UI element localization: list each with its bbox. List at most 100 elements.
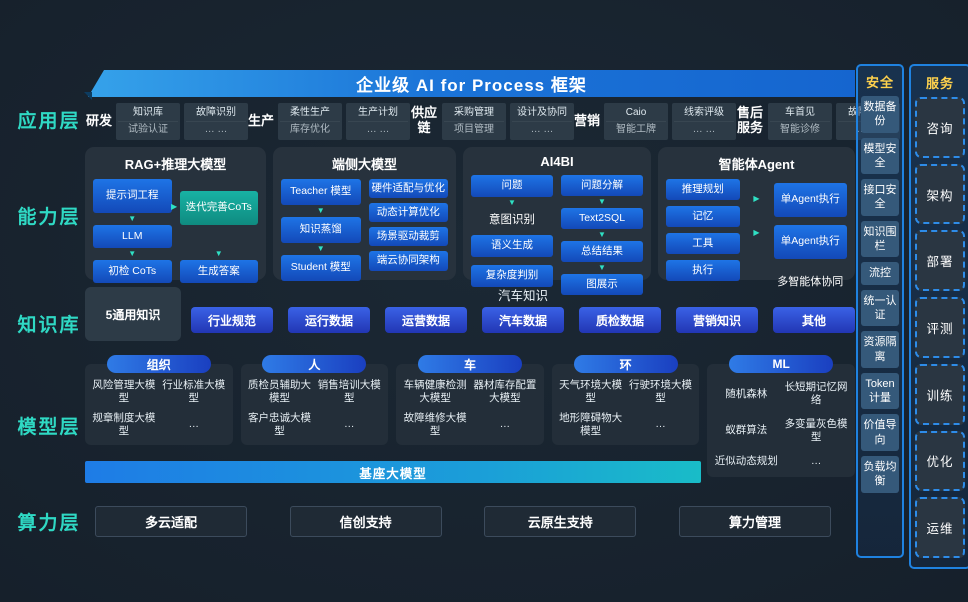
app-group-production: 生产 柔性生产 库存优化 生产计划 … … xyxy=(248,102,411,140)
security-title: 安全 xyxy=(865,75,894,90)
base-model-bar: 基座大模型 xyxy=(85,461,701,483)
flow-node: 硬件适配与优化 xyxy=(368,179,448,199)
model-item: … xyxy=(655,418,666,431)
model-layer-region: 组织 风险管理大模型 行业标准大模型 规章制度大模型 … 人 质检员辅助大模型 … xyxy=(85,355,855,485)
app-item: 知识库 试验认证 xyxy=(116,102,181,140)
arrow-down-icon xyxy=(561,196,643,208)
flow-node: 图展示 xyxy=(561,274,643,295)
layer-label-knowledge: 知识库 xyxy=(17,315,81,336)
model-item: 近似动态规划 xyxy=(714,454,778,467)
model-item: … xyxy=(188,418,199,431)
flow-node: 执行 xyxy=(666,260,740,281)
flow-node: 迭代完善CoTs xyxy=(179,191,258,225)
model-item: 行业标准大模型 xyxy=(162,379,226,405)
arrow-down-icon xyxy=(93,213,172,225)
capability-layer-row: RAG+推理大模型 提示词工程 LLM 初检 CoTs 迭代完善CoTs 生成答… xyxy=(85,147,855,295)
layer-label-model: 模型层 xyxy=(17,417,81,438)
arrow-down-icon xyxy=(561,262,643,274)
security-item: 流控 xyxy=(861,262,899,285)
app-item: Caio 智能工牌 xyxy=(604,102,669,140)
flow-node: 初检 CoTs xyxy=(93,260,172,283)
panel-edge-model: 端侧大模型 Teacher 模型 知识蒸馏 Student 模型 硬件适配与优化… xyxy=(273,147,456,281)
security-item: 负载均衡 xyxy=(861,456,899,493)
arrow-down-icon xyxy=(93,248,172,260)
flow-node: 提示词工程 xyxy=(93,179,172,213)
banner: 企业级 AI for Process 框架 xyxy=(88,70,855,97)
flow-node: Teacher 模型 xyxy=(281,179,361,205)
security-item: Token计量 xyxy=(861,372,899,410)
model-item: 多变量灰色模型 xyxy=(784,417,848,444)
security-item: 资源隔离 xyxy=(861,331,899,368)
app-group-label: 售后服务 xyxy=(737,105,764,135)
model-column-environment: 环 天气环境大模型 行驶环境大模型 地形障碍物大模型 … xyxy=(551,355,700,477)
knowledge-item: 运行数据 xyxy=(288,307,370,333)
flow-node: 问题分解 xyxy=(561,175,643,196)
service-item: 架构 xyxy=(915,163,965,225)
panel-ai4bi: AI4BI 问题 意图识别 语义生成 复杂度判别 问题分解 Text2SQL 总… xyxy=(463,147,651,295)
app-item: 采购管理 项目管理 xyxy=(442,102,507,140)
app-group-supplychain: 供应链 采购管理 项目管理 设计及协同 … … xyxy=(410,102,575,140)
app-group-label: 供应链 xyxy=(411,105,438,135)
flow-node: 工具 xyxy=(666,233,740,254)
banner-fold-decoration xyxy=(84,92,92,100)
knowledge-item: 行业规范 xyxy=(191,307,273,333)
flow-node: 知识蒸馏 xyxy=(281,217,361,243)
banner-title: 企业级 AI for Process 框架 xyxy=(356,76,587,95)
compute-item: 信创支持 xyxy=(289,506,442,537)
model-item: … xyxy=(810,454,822,467)
flow-node: 总结结果 xyxy=(561,241,643,262)
flow-node: 语义生成 xyxy=(471,235,553,257)
flow-node: 记忆 xyxy=(666,206,740,227)
application-layer-row: 研发 知识库 试验认证 故障识别 … … 生产 柔性生产 库存优化 生产计划 …… xyxy=(86,99,901,143)
model-column-vehicle: 车 车辆健康检测大模型 器材库存配置大模型 故障维修大模型 … xyxy=(396,355,544,477)
service-item: 优化 xyxy=(915,430,965,492)
model-pill: 人 xyxy=(262,355,367,373)
layer-label-compute: 算力层 xyxy=(17,513,81,534)
knowledge-item: 其他 xyxy=(773,307,855,333)
model-item: 蚁群算法 xyxy=(725,424,768,437)
security-item: 价值导向 xyxy=(861,414,899,452)
flow-node: 端云协同架构 xyxy=(368,251,448,271)
model-item: 天气环境大模型 xyxy=(559,379,623,405)
panel-agent: 智能体Agent 推理规划 记忆 工具 执行 单Agent执行 单Agent执行… xyxy=(658,147,855,288)
knowledge-domain-title: 汽车知识 xyxy=(497,289,548,303)
knowledge-layer-row: 5通用知识 汽车知识 行业规范 运行数据 运营数据 汽车数据 质检数据 营销知识… xyxy=(85,285,855,343)
layer-label-capability: 能力层 xyxy=(17,207,81,228)
agent-note: 多智能体协同 xyxy=(777,276,844,288)
app-group-marketing: 营销 Caio 智能工牌 线索评级 … … xyxy=(574,102,737,140)
panel-title: AI4BI xyxy=(540,154,574,169)
arrow-down-icon xyxy=(561,229,643,241)
flow-node: 场景驱动裁剪 xyxy=(368,227,448,247)
service-item: 咨询 xyxy=(915,97,965,158)
model-item: 车辆健康检测大模型 xyxy=(403,379,467,405)
security-item: 知识围栏 xyxy=(861,220,899,258)
flow-node: 单Agent执行 xyxy=(773,183,847,217)
arrow-right-icon xyxy=(753,229,759,237)
flow-node: Text2SQL xyxy=(561,208,643,229)
arrow-down-icon xyxy=(471,197,553,209)
flow-node: 意图识别 xyxy=(489,214,535,226)
model-column-people: 人 质检员辅助大模型 销售培训大模型 客户忠诚大模型 … xyxy=(240,355,389,477)
knowledge-item: 质检数据 xyxy=(579,307,661,333)
flow-node: LLM xyxy=(93,225,172,248)
app-item: 柔性生产 库存优化 xyxy=(278,102,343,140)
model-pill: 车 xyxy=(417,355,522,373)
flow-node: 推理规划 xyxy=(666,179,740,200)
model-pill: ML xyxy=(729,355,834,373)
model-item: 质检员辅助大模型 xyxy=(247,379,311,405)
service-item: 运维 xyxy=(915,497,965,559)
model-item: 长短期记忆网络 xyxy=(784,381,848,407)
model-item: 故障维修大模型 xyxy=(403,411,467,437)
service-column: 服务 咨询 架构 部署 评测 训练 优化 运维 xyxy=(909,64,968,569)
service-item: 训练 xyxy=(915,363,965,425)
app-item: 线索评级 … … xyxy=(672,102,737,140)
model-pill: 环 xyxy=(573,355,678,373)
arrow-down-icon xyxy=(281,205,361,217)
model-item: 风险管理大模型 xyxy=(92,379,156,405)
compute-item: 云原生支持 xyxy=(484,506,637,537)
flow-node: Student 模型 xyxy=(281,255,361,281)
knowledge-item: 运营数据 xyxy=(385,307,467,333)
flow-node: 动态计算优化 xyxy=(368,203,448,223)
app-group-label: 营销 xyxy=(574,112,601,128)
